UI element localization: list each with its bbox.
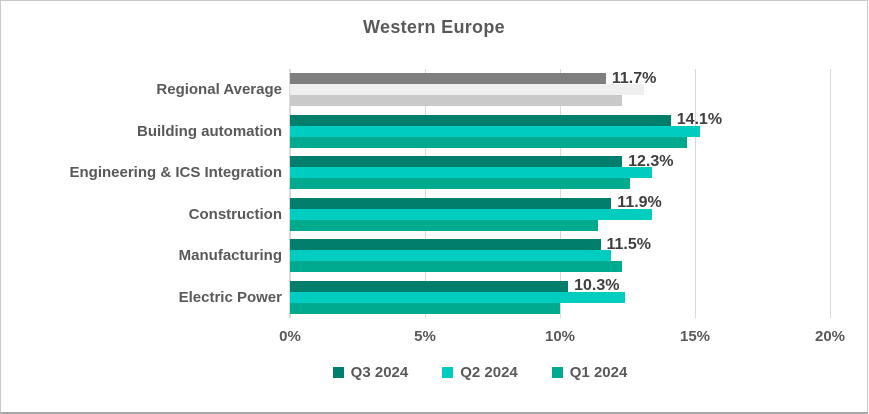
category-label-building-automation: Building automation (137, 122, 282, 140)
bar-q3-2024: 14.1% (290, 111, 722, 128)
gridline (425, 69, 426, 318)
bar-q1-2024 (290, 178, 631, 190)
bar-q2-2024 (290, 291, 625, 303)
data-label: 14.1% (676, 111, 723, 129)
category-label-electric-power: Electric Power (178, 288, 282, 306)
legend-label: Q3 2024 (350, 364, 409, 381)
bar-q3-2024: 12.3% (290, 153, 673, 170)
gridline (560, 69, 561, 318)
bar-q3-2024: 11.7% (290, 70, 656, 87)
bar-q1-2024 (290, 302, 560, 314)
category-label-regional-average: Regional Average (156, 81, 282, 99)
legend-swatch-q2-2024 (442, 367, 454, 378)
gridline (695, 69, 696, 318)
category-axis: Regional Average Building automation Engin… (1, 69, 282, 318)
legend-item-q3-2024: Q3 2024 (332, 364, 409, 381)
bar-q3-2024: 11.9% (290, 194, 662, 211)
plot-area: 11.7% 14.1% 12.3% 11.9% 11.5% 10.3% (289, 69, 831, 319)
legend-swatch-q3-2024 (332, 367, 344, 378)
bar-group-building-automation: 14.1% (290, 111, 830, 153)
x-tick-label: 20% (814, 328, 846, 345)
chart-title: Western Europe (363, 17, 505, 37)
data-label: 11.7% (611, 69, 657, 87)
legend-swatch-q1-2024 (551, 367, 563, 378)
bar-q2-2024 (290, 250, 612, 262)
bar-q1-2024 (290, 261, 623, 273)
data-label: 12.3% (628, 152, 674, 170)
bar-q1-2024 (290, 219, 598, 231)
bar-q2-2024 (290, 84, 644, 96)
bar-group-construction: 11.9% (290, 194, 830, 236)
bar-q1-2024 (290, 95, 623, 107)
data-label: 11.9% (617, 194, 662, 212)
category-label-manufacturing: Manufacturing (178, 247, 282, 265)
bar-group-engineering-ics-integration: 12.3% (290, 152, 830, 194)
gridline (830, 69, 831, 318)
x-tick-label: 5% (414, 328, 436, 345)
bar-q1-2024 (290, 136, 687, 148)
category-label-engineering-ics-integration: Engineering & ICS Integration (69, 164, 282, 182)
x-tick-label: 10% (544, 328, 576, 345)
bar-group-regional-average: 11.7% (290, 69, 830, 111)
x-tick-label: 15% (679, 328, 711, 345)
x-axis: 0% 5% 10% 15% 20% (279, 328, 845, 348)
data-label: 11.5% (606, 235, 651, 253)
bar-q3-2024: 11.5% (290, 236, 651, 253)
bar-q2-2024 (290, 125, 701, 137)
bar-q3-2024: 10.3% (290, 277, 619, 294)
legend-item-q1-2024: Q1 2024 (551, 364, 628, 381)
legend: Q3 2024 Q2 2024 Q1 2024 (1, 364, 867, 381)
y-axis-line (289, 69, 291, 318)
bar-group-manufacturing: 11.5% (290, 235, 830, 277)
x-tick-label: 0% (279, 328, 301, 345)
legend-label: Q2 2024 (460, 364, 518, 381)
bar-q2-2024 (290, 167, 652, 179)
legend-label: Q1 2024 (569, 364, 628, 381)
bar-group-electric-power: 10.3% (290, 277, 830, 319)
data-label: 10.3% (574, 277, 620, 295)
category-label-construction: Construction (188, 205, 282, 223)
bar-q2-2024 (290, 208, 652, 220)
legend-item-q2-2024: Q2 2024 (442, 364, 518, 381)
